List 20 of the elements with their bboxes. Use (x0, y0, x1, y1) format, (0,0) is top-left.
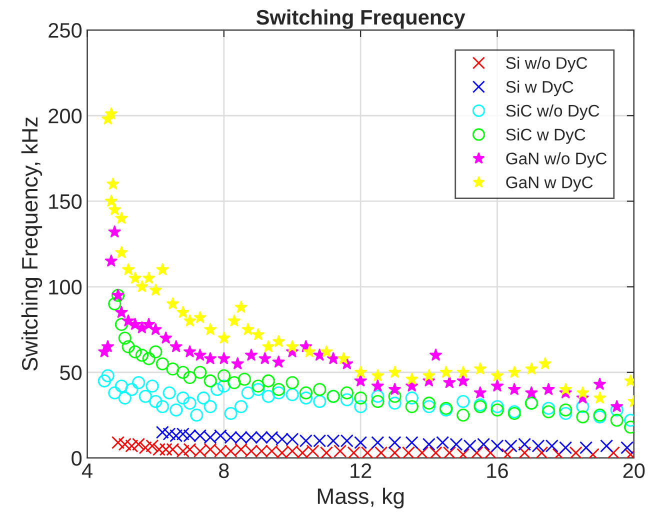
x-axis-title: Mass, kg (318, 488, 404, 509)
x-tick-label: 12 (350, 463, 372, 478)
y-tick-label: 150 (49, 194, 82, 209)
legend-label: GaN w/o DyC (506, 152, 607, 168)
y-tick-label: 250 (48, 23, 82, 38)
x-tick-label: 8 (219, 463, 229, 478)
y-tick-label: 50 (60, 365, 82, 380)
y-tick-label: 200 (48, 108, 82, 124)
legend-label: SiC w/o DyC (506, 104, 600, 120)
chart-title: Switching Frequency (256, 9, 466, 29)
y-tick-label: 100 (49, 280, 82, 295)
x-tick-label: 4 (82, 464, 92, 478)
legend-label: SiC w DyC (506, 128, 586, 144)
x-tick-label: 16 (487, 463, 508, 478)
legend-label: GaN w DyC (506, 176, 593, 192)
y-axis-title: Switching Frequency, kHz (21, 117, 42, 371)
y-tick-label: 0 (72, 450, 82, 466)
x-tick-label: 20 (623, 463, 645, 478)
legend-label: Si w/o DyC (506, 56, 588, 72)
legend-label: Si w DyC (506, 80, 574, 96)
